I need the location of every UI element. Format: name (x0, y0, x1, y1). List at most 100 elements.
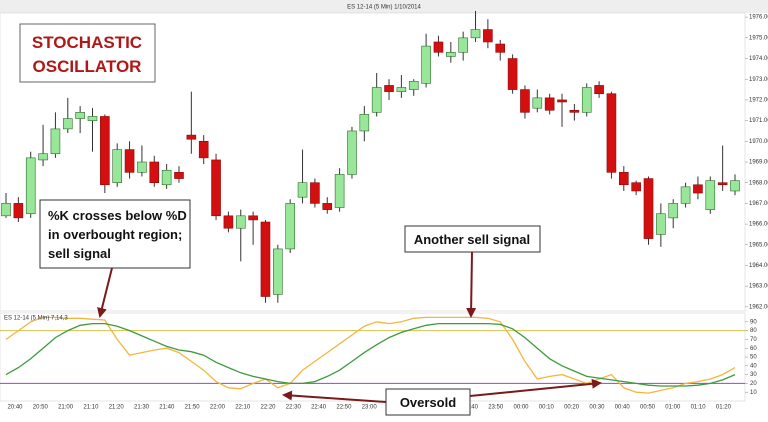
y-tick-label: 1969.00 (749, 160, 768, 166)
candle-body (273, 248, 283, 295)
x-tick-label: 00:10 (539, 405, 555, 411)
candle-body (322, 203, 333, 210)
x-tick-label: 21:10 (83, 405, 99, 411)
x-tick-label: 01:00 (665, 405, 681, 411)
candle-body (50, 128, 61, 155)
plot: 1962.00 1963.00 1964.00 1965.00 1966.00 1967.… (0, 10, 768, 411)
x-tick-label: 21:20 (109, 405, 125, 411)
x-tick-label: 22:20 (260, 405, 276, 411)
candle-body (421, 45, 431, 84)
candle-body (1, 203, 11, 217)
callout-arrow (282, 390, 387, 403)
candle-body (371, 87, 382, 113)
y-tick-label: 60 (750, 346, 757, 352)
candle-body (285, 203, 295, 250)
title-line: OSCILLATOR (33, 57, 142, 76)
x-tick-label: 23:40 (463, 405, 479, 411)
y-tick-label: 50 (750, 355, 757, 361)
y-tick-label: 1970.00 (749, 139, 768, 145)
candle-body (458, 37, 468, 53)
candle-body (13, 203, 24, 219)
x-tick-label: 23:00 (362, 405, 378, 411)
candle-body (149, 161, 160, 183)
candle-body (235, 215, 246, 229)
candle-body (470, 29, 481, 39)
candle-body (730, 180, 740, 192)
candle-body (124, 149, 135, 173)
y-tick-label: 10 (750, 390, 757, 396)
x-tick-label: 00:50 (640, 405, 656, 411)
candle-body (38, 153, 48, 161)
candle-body (260, 221, 271, 297)
x-tick-label: 00:30 (589, 405, 605, 411)
y-tick-label: 1972.00 (749, 97, 768, 103)
callout-text: in overbought region; (48, 227, 182, 242)
candle-body (433, 41, 444, 53)
candle-body (100, 116, 110, 186)
oscillator-label: ES 12-14 (5 Min) 7,14,3 (4, 316, 68, 322)
candle-body (408, 80, 419, 90)
candle-body (347, 130, 357, 175)
x-tick-label: 22:10 (235, 405, 251, 411)
x-tick-label: 20:40 (7, 405, 23, 411)
candle-body (631, 182, 641, 192)
oscillator-line (5, 316, 736, 394)
header-bar (0, 0, 768, 13)
candle-body (643, 178, 654, 239)
x-tick-label: 22:00 (210, 405, 226, 411)
x-tick-label: 00:00 (513, 405, 529, 411)
x-tick-label: 22:30 (286, 405, 302, 411)
x-tick-label: 21:50 (185, 405, 201, 411)
header: ES 12-14 (5 Min) 1/10/2014 (347, 5, 421, 11)
candle-body (705, 180, 716, 210)
y-tick-label: 1971.00 (749, 118, 768, 124)
candle-body (198, 141, 209, 159)
candle-body (297, 182, 308, 198)
candle-body (137, 161, 147, 173)
callout-text: sell signal (48, 246, 111, 261)
y-tick-label: 30 (750, 372, 757, 378)
x-tick-label: 01:20 (716, 405, 732, 411)
y-tick-label: 90 (750, 319, 757, 325)
candle-body (618, 172, 629, 186)
y-tick-label: 1968.00 (749, 180, 768, 186)
x-tick-label: 21:30 (134, 405, 150, 411)
y-tick-label: 1976.00 (749, 15, 768, 21)
oscillator-line (5, 322, 736, 387)
y-tick-label: 1965.00 (749, 242, 768, 248)
candle-body (693, 184, 703, 194)
y-tick-label: 40 (750, 363, 757, 369)
candle-body (717, 182, 728, 186)
candle-body (223, 215, 234, 229)
y-tick-label: 20 (750, 381, 757, 387)
y-tick-label: 70 (750, 337, 757, 343)
y-tick-label: 1973.00 (749, 77, 768, 83)
x-tick-label: 21:00 (58, 405, 74, 411)
candle-body (446, 52, 456, 57)
candle-body (656, 213, 666, 235)
candle-body (310, 182, 320, 204)
candle-body (668, 203, 679, 219)
candle-body (680, 186, 691, 204)
callout-box (404, 225, 541, 253)
candle-body (384, 85, 394, 92)
candle-body (75, 112, 85, 119)
x-tick-label: 22:50 (336, 405, 352, 411)
candle-body (483, 29, 493, 43)
candle-body (25, 157, 36, 215)
candle-body (248, 215, 258, 221)
x-tick-label: 00:40 (615, 405, 631, 411)
candle-body (62, 118, 73, 130)
candle-body (495, 43, 506, 53)
candle-body (359, 114, 370, 132)
candle-body (112, 149, 123, 183)
candle-body (544, 97, 555, 111)
y-tick-label: 1966.00 (749, 222, 768, 228)
y-tick-label: 1964.00 (749, 263, 768, 269)
candle-body (161, 169, 172, 186)
y-tick-label: 1963.00 (749, 284, 768, 290)
x-tick-label: 21:40 (159, 405, 175, 411)
candle-body (174, 172, 184, 179)
candle-body (396, 87, 407, 92)
